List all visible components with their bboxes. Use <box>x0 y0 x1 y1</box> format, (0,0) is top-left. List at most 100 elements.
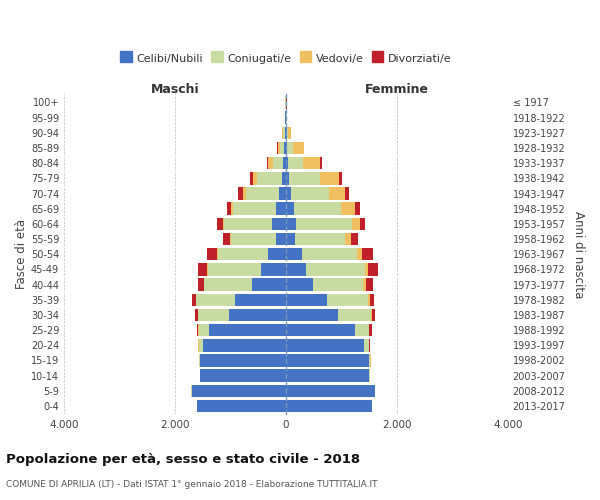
Bar <box>338 308 371 321</box>
Bar <box>293 142 304 154</box>
Bar <box>206 263 208 276</box>
Bar <box>217 218 223 230</box>
Bar <box>320 172 339 184</box>
Bar <box>191 384 286 397</box>
Bar <box>286 188 290 200</box>
Bar <box>287 126 288 139</box>
Bar <box>200 354 286 366</box>
Bar <box>363 278 365 291</box>
Y-axis label: Fasce di età: Fasce di età <box>15 219 28 290</box>
Legend: Celibi/Nubili, Coniugati/e, Vedovi/e, Divorziati/e: Celibi/Nubili, Coniugati/e, Vedovi/e, Di… <box>121 54 451 64</box>
Bar <box>355 324 369 336</box>
Bar <box>286 233 295 245</box>
Bar <box>199 324 209 336</box>
Bar <box>209 324 286 336</box>
Bar <box>279 188 286 200</box>
Bar <box>192 294 196 306</box>
Bar <box>272 157 283 170</box>
Bar <box>286 354 369 366</box>
Bar <box>285 126 286 139</box>
Bar <box>253 172 257 184</box>
Bar <box>230 233 231 245</box>
Bar <box>286 172 289 184</box>
Bar <box>358 248 362 260</box>
Bar <box>217 248 218 260</box>
Bar <box>352 218 360 230</box>
Bar <box>345 188 349 200</box>
Bar <box>257 172 282 184</box>
Bar <box>286 202 294 215</box>
Bar <box>369 354 370 366</box>
Bar <box>355 202 359 215</box>
Bar <box>268 248 286 260</box>
Text: Maschi: Maschi <box>151 82 199 96</box>
Bar <box>286 126 287 139</box>
Bar <box>224 218 272 230</box>
Bar <box>369 339 370 351</box>
Bar <box>295 233 345 245</box>
Bar <box>362 248 373 260</box>
Bar <box>286 157 288 170</box>
Bar <box>286 218 296 230</box>
Bar <box>368 263 377 276</box>
Bar <box>320 157 322 170</box>
Bar <box>302 248 358 260</box>
Bar <box>288 157 304 170</box>
Bar <box>365 263 368 276</box>
Bar <box>267 157 268 170</box>
Bar <box>200 370 286 382</box>
Bar <box>231 233 276 245</box>
Bar <box>227 202 231 215</box>
Bar <box>304 157 320 170</box>
Bar <box>364 339 369 351</box>
Text: Femmine: Femmine <box>365 82 429 96</box>
Bar <box>283 126 285 139</box>
Bar <box>197 324 198 336</box>
Bar <box>243 188 246 200</box>
Bar <box>278 142 280 154</box>
Bar <box>327 294 368 306</box>
Bar <box>275 202 286 215</box>
Bar <box>368 294 370 306</box>
Bar <box>284 142 286 154</box>
Bar <box>286 370 369 382</box>
Bar <box>294 202 341 215</box>
Bar <box>276 233 286 245</box>
Bar <box>288 126 291 139</box>
Bar <box>197 400 286 412</box>
Bar <box>196 294 235 306</box>
Bar <box>223 233 230 245</box>
Bar <box>345 233 350 245</box>
Bar <box>233 202 275 215</box>
Bar <box>286 308 338 321</box>
Bar <box>286 248 302 260</box>
Text: COMUNE DI APRILIA (LT) - Dati ISTAT 1° gennaio 2018 - Elaborazione TUTTITALIA.IT: COMUNE DI APRILIA (LT) - Dati ISTAT 1° g… <box>6 480 377 489</box>
Bar <box>307 263 365 276</box>
Bar <box>370 324 371 336</box>
Bar <box>199 354 200 366</box>
Bar <box>199 263 206 276</box>
Bar <box>280 142 284 154</box>
Bar <box>286 324 355 336</box>
Bar <box>313 278 363 291</box>
Bar <box>296 218 352 230</box>
Bar <box>329 188 345 200</box>
Bar <box>205 278 252 291</box>
Bar <box>208 263 261 276</box>
Bar <box>203 339 286 351</box>
Bar <box>246 188 279 200</box>
Bar <box>290 188 329 200</box>
Y-axis label: Anni di nascita: Anni di nascita <box>572 210 585 298</box>
Bar <box>372 308 376 321</box>
Bar <box>261 263 286 276</box>
Bar <box>199 278 204 291</box>
Bar <box>370 294 374 306</box>
Bar <box>282 172 286 184</box>
Bar <box>229 308 286 321</box>
Bar <box>252 278 286 291</box>
Bar <box>231 202 233 215</box>
Bar <box>286 142 287 154</box>
Bar <box>199 339 203 351</box>
Bar <box>286 339 364 351</box>
Bar <box>286 400 372 412</box>
